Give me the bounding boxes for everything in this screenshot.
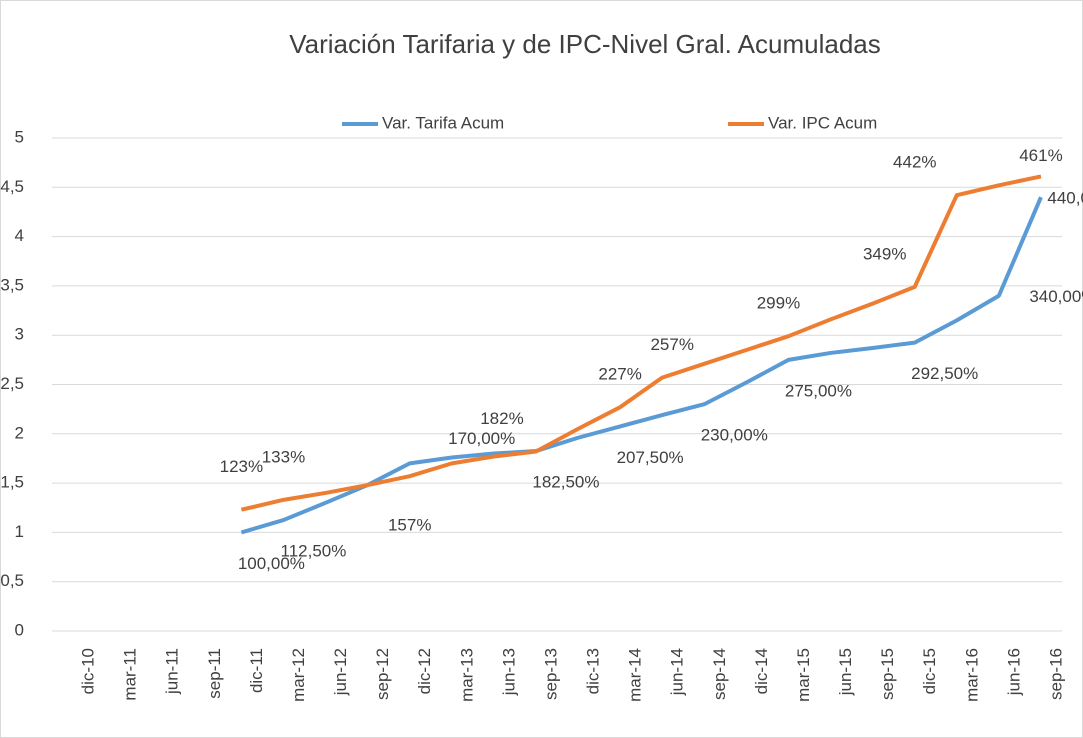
x-tick-label: jun-12 xyxy=(331,648,350,696)
data-label: 440,00% xyxy=(1047,189,1083,208)
data-label: 349% xyxy=(863,244,906,263)
x-tick-label: jun-13 xyxy=(499,648,518,696)
data-label: 182,50% xyxy=(532,473,599,492)
y-tick-label: 0 xyxy=(15,620,24,639)
x-tick-label: dic-14 xyxy=(752,648,771,694)
data-label: 123% xyxy=(220,457,263,476)
data-label: 227% xyxy=(598,365,641,384)
y-tick-label: 3,5 xyxy=(0,275,24,294)
x-tick-label: mar-12 xyxy=(289,648,308,702)
x-tick-label: dic-15 xyxy=(920,648,939,694)
data-label: 112,50% xyxy=(281,542,347,561)
x-tick-label: jun-11 xyxy=(163,648,182,695)
x-tick-label: sep-12 xyxy=(373,648,392,700)
y-tick-label: 2,5 xyxy=(0,374,24,393)
data-label: 340,00% xyxy=(1029,287,1083,306)
data-label: 207,50% xyxy=(617,448,684,467)
data-label: 299% xyxy=(757,294,800,313)
x-tick-label: mar-13 xyxy=(457,648,476,702)
x-tick-label: dic-12 xyxy=(415,648,434,694)
x-tick-label: sep-14 xyxy=(710,648,729,700)
legend-label: Var. IPC Acum xyxy=(768,113,877,132)
chart-title: Variación Tarifaria y de IPC-Nivel Gral.… xyxy=(289,29,881,59)
x-tick-label: jun-15 xyxy=(836,648,855,696)
x-tick-label: mar-11 xyxy=(121,648,140,701)
x-tick-label: mar-16 xyxy=(962,648,981,702)
x-tick-label: sep-13 xyxy=(541,648,560,700)
data-label: 442% xyxy=(893,153,936,172)
x-tick-label: jun-14 xyxy=(668,648,687,696)
x-tick-label: mar-14 xyxy=(626,648,645,702)
data-label: 157% xyxy=(388,516,431,535)
data-label: 275,00% xyxy=(785,381,852,400)
y-tick-label: 4,5 xyxy=(0,177,24,196)
data-label: 133% xyxy=(262,447,305,466)
x-tick-label: sep-15 xyxy=(878,648,897,700)
data-label: 461% xyxy=(1019,146,1062,165)
x-tick-label: sep-11 xyxy=(205,648,224,699)
y-tick-label: 4 xyxy=(15,226,24,245)
y-tick-label: 0,5 xyxy=(0,571,24,590)
series-line xyxy=(240,174,1042,512)
y-tick-label: 3 xyxy=(15,325,24,344)
data-label: 100,00% xyxy=(238,554,305,573)
y-tick-label: 1,5 xyxy=(0,473,24,492)
y-tick-label: 2 xyxy=(15,423,24,442)
y-tick-label: 1 xyxy=(15,522,24,541)
data-label: 230,00% xyxy=(701,426,768,445)
legend-label: Var. Tarifa Acum xyxy=(382,113,504,132)
x-tick-label: dic-13 xyxy=(584,648,603,694)
data-label: 292,50% xyxy=(911,364,978,383)
x-tick-label: mar-15 xyxy=(794,648,813,702)
data-label: 257% xyxy=(650,335,693,354)
x-tick-label: sep-16 xyxy=(1046,648,1065,700)
data-label: 182% xyxy=(480,409,523,428)
x-tick-label: jun-16 xyxy=(1004,648,1023,696)
x-tick-label: dic-10 xyxy=(79,648,98,694)
y-tick-label: 5 xyxy=(15,127,24,146)
data-label: 170,00% xyxy=(448,429,515,448)
x-tick-label: dic-11 xyxy=(247,648,266,693)
series-line xyxy=(240,196,1043,535)
